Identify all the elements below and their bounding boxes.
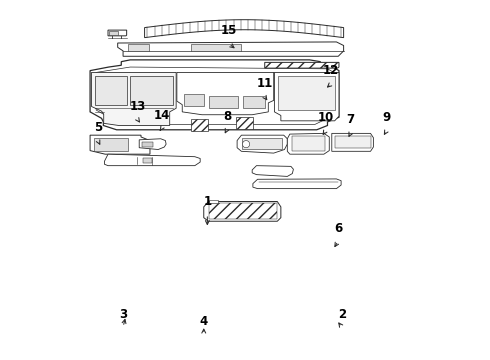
Polygon shape (287, 134, 329, 154)
Bar (209, 96, 238, 108)
Polygon shape (104, 154, 200, 166)
Polygon shape (252, 166, 294, 176)
Circle shape (243, 140, 250, 148)
Polygon shape (265, 62, 339, 68)
Bar (191, 44, 242, 51)
Text: 2: 2 (338, 307, 346, 320)
Bar (95, 76, 126, 105)
Bar (191, 119, 208, 131)
Polygon shape (237, 135, 287, 153)
Bar (209, 203, 276, 220)
Polygon shape (139, 139, 166, 149)
Bar (278, 76, 335, 110)
Bar (243, 96, 265, 108)
Polygon shape (332, 134, 373, 151)
Bar (109, 31, 119, 35)
Bar (293, 136, 325, 151)
Polygon shape (108, 30, 126, 36)
Text: 15: 15 (220, 24, 237, 37)
Polygon shape (90, 135, 150, 154)
Bar (95, 138, 128, 150)
Polygon shape (96, 67, 334, 125)
Text: 10: 10 (318, 111, 334, 124)
Bar (130, 76, 172, 105)
Bar (236, 117, 253, 129)
Text: 11: 11 (257, 77, 273, 90)
Polygon shape (145, 20, 343, 38)
Text: 12: 12 (323, 64, 339, 77)
Text: 6: 6 (334, 221, 343, 234)
Text: 9: 9 (383, 111, 391, 124)
Polygon shape (90, 60, 339, 130)
Text: 3: 3 (119, 307, 127, 320)
Bar (209, 200, 218, 203)
Text: 7: 7 (347, 113, 355, 126)
Text: 8: 8 (223, 110, 231, 123)
Bar (335, 136, 370, 148)
Polygon shape (92, 72, 176, 126)
Text: 1: 1 (203, 195, 211, 208)
Polygon shape (177, 72, 274, 115)
Bar (142, 141, 153, 147)
Polygon shape (204, 202, 281, 221)
Polygon shape (118, 42, 343, 56)
Bar (242, 138, 282, 149)
Text: 4: 4 (199, 315, 208, 328)
Polygon shape (253, 179, 341, 189)
Bar (143, 158, 152, 163)
Text: 13: 13 (129, 100, 146, 113)
Text: 5: 5 (94, 121, 102, 134)
Bar (128, 44, 149, 51)
Text: 14: 14 (153, 109, 170, 122)
Polygon shape (274, 72, 339, 121)
Bar (184, 94, 204, 107)
